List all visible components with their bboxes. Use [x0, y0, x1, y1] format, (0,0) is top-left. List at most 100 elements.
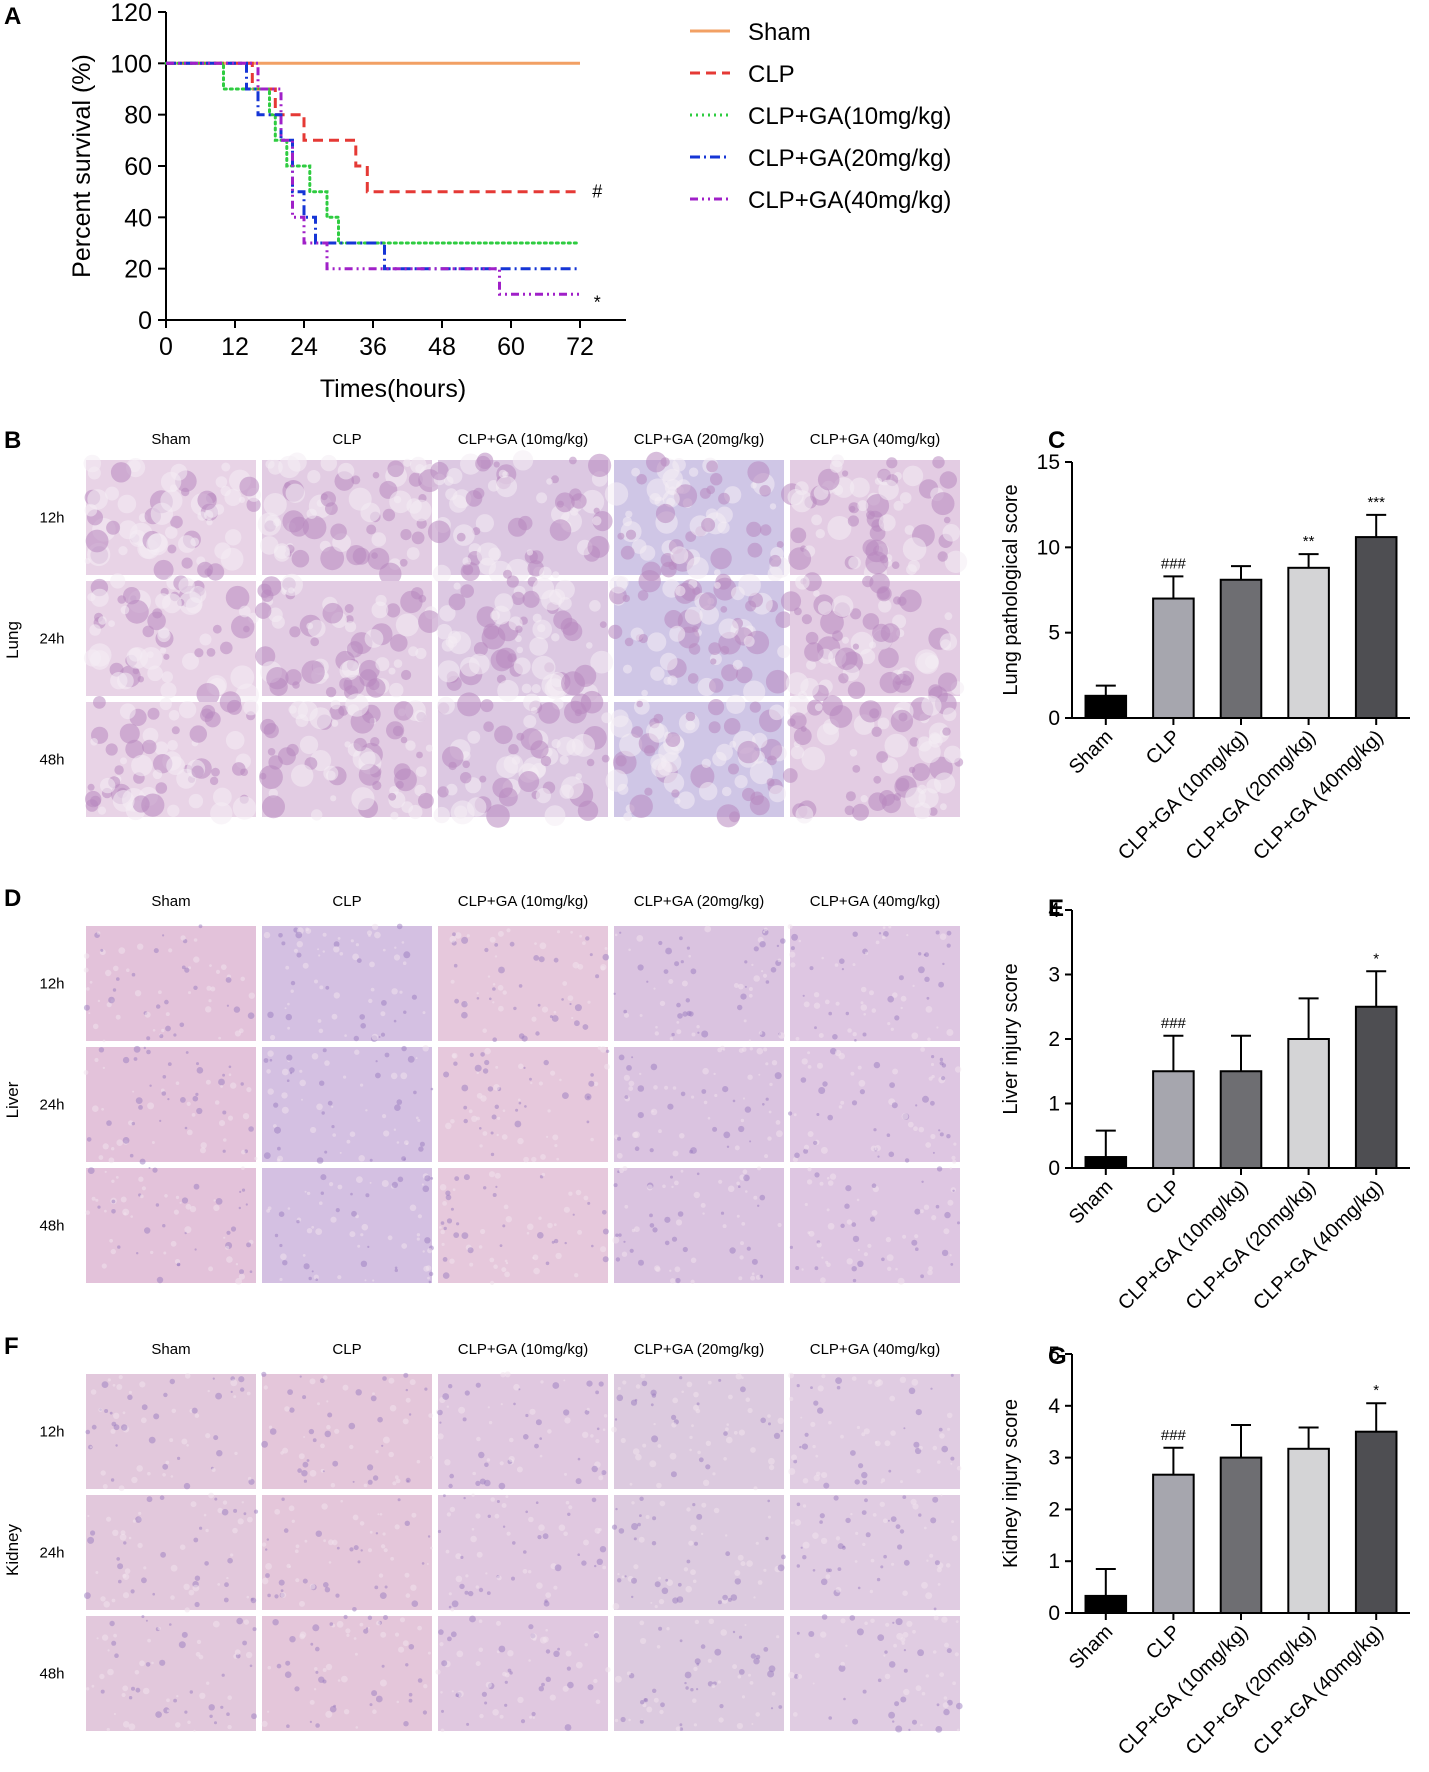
tissue-texture [858, 1463, 864, 1469]
tissue-texture [816, 1062, 824, 1069]
tissue-texture [903, 1668, 908, 1673]
tissue-texture [100, 1689, 105, 1694]
tissue-texture [143, 1046, 146, 1050]
tissue-texture [142, 1687, 150, 1695]
tissue-texture [946, 1412, 953, 1419]
tissue-texture [492, 1001, 495, 1004]
significance-mark-clp-ga-40mg-kg: * [1373, 950, 1379, 967]
tissue-texture [671, 1422, 677, 1428]
tissue-texture [460, 453, 482, 475]
tissue-texture [876, 751, 888, 763]
tissue-texture [302, 1578, 308, 1584]
tissue-texture [418, 1146, 424, 1152]
tissue-texture [829, 705, 853, 728]
tissue-texture [128, 1696, 133, 1700]
tissue-texture [204, 1561, 209, 1566]
tissue-texture [446, 1218, 453, 1224]
micrograph-tile-kidney-48h-clp-ga-10mg-kg [438, 1616, 608, 1731]
tissue-texture [476, 992, 479, 995]
tissue-texture [583, 1195, 589, 1201]
tissue-texture [937, 551, 948, 562]
tissue-texture [111, 1209, 116, 1214]
tissue-texture [843, 1697, 846, 1701]
tissue-texture [381, 1664, 385, 1668]
tissue-texture [187, 1720, 191, 1725]
tissue-texture [571, 1016, 574, 1020]
tissue-texture [528, 1624, 534, 1630]
tissue-texture [139, 1194, 144, 1199]
tissue-texture [737, 740, 760, 764]
tissue-texture [205, 1433, 211, 1439]
tissue-texture [176, 1262, 181, 1267]
x-tick-label-clp-ga-10mg-kg: CLP+GA (10mg/kg) [1114, 726, 1253, 865]
tissue-texture [900, 1006, 903, 1010]
tissue-texture [679, 1727, 684, 1731]
tissue-texture [475, 1382, 481, 1388]
tissue-texture [553, 957, 559, 963]
tissue-texture [685, 1686, 689, 1690]
tissue-texture [835, 1586, 842, 1593]
tissue-texture [618, 1054, 625, 1061]
tissue-texture [215, 1198, 223, 1205]
tissue-texture [767, 1499, 770, 1503]
tissue-texture [295, 1578, 300, 1583]
tissue-texture [895, 1725, 903, 1733]
tissue-texture [549, 519, 572, 541]
tissue-texture [664, 1085, 669, 1090]
tissue-texture [925, 655, 939, 669]
tissue-texture [931, 1215, 937, 1221]
tissue-texture [320, 546, 345, 571]
tissue-texture [470, 1535, 477, 1543]
tissue-texture [518, 771, 540, 792]
tissue-texture [692, 1698, 697, 1703]
tissue-texture [653, 1085, 658, 1090]
tissue-texture [279, 1243, 283, 1248]
tissue-texture [787, 924, 793, 930]
y-tick-label: 0 [1048, 707, 1060, 730]
tissue-texture [864, 1621, 868, 1626]
tissue-texture [777, 1417, 784, 1425]
tissue-texture [274, 543, 290, 559]
tissue-texture [671, 789, 680, 798]
tissue-texture [672, 1150, 679, 1157]
tissue-texture [951, 1155, 956, 1160]
column-header-clp-ga-20mg-kg: CLP+GA (20mg/kg) [634, 1341, 764, 1358]
row-label-48h: 48h [39, 1666, 64, 1683]
tissue-texture [375, 1532, 379, 1535]
tissue-texture [384, 1585, 388, 1589]
tissue-texture [138, 1176, 144, 1182]
tissue-texture [753, 1486, 758, 1491]
tissue-texture [455, 1575, 463, 1583]
tissue-texture [813, 992, 820, 998]
series-line-clp-ga-40mg-kg [166, 61, 580, 296]
tissue-texture [812, 1532, 819, 1539]
tissue-texture [124, 1568, 131, 1574]
tissue-texture [943, 1708, 950, 1716]
tissue-texture [540, 1380, 544, 1384]
tissue-texture [769, 704, 785, 721]
tissue-texture [139, 1660, 145, 1667]
tissue-texture [721, 664, 739, 682]
tissue-texture [850, 1071, 855, 1076]
tissue-texture [820, 1146, 828, 1154]
tissue-texture [569, 456, 577, 465]
significance-mark-clp-ga-40mg-kg: * [1373, 1382, 1379, 1399]
tissue-texture [85, 1429, 91, 1435]
tissue-texture [351, 475, 361, 485]
tissue-texture [330, 795, 337, 802]
tissue-texture [908, 766, 916, 774]
tissue-texture [601, 754, 610, 763]
tissue-texture [602, 953, 610, 961]
tissue-texture [762, 973, 768, 978]
tissue-texture [860, 795, 868, 803]
tissue-texture [629, 1248, 634, 1253]
tissue-texture [545, 1649, 551, 1654]
tissue-texture [530, 1081, 533, 1085]
tissue-texture [879, 790, 895, 806]
tissue-texture [887, 1266, 892, 1272]
tissue-texture [335, 1593, 340, 1598]
tissue-texture [939, 933, 947, 940]
tissue-texture [218, 1120, 226, 1127]
tissue-texture [435, 1669, 441, 1675]
tissue-texture [758, 1073, 761, 1076]
